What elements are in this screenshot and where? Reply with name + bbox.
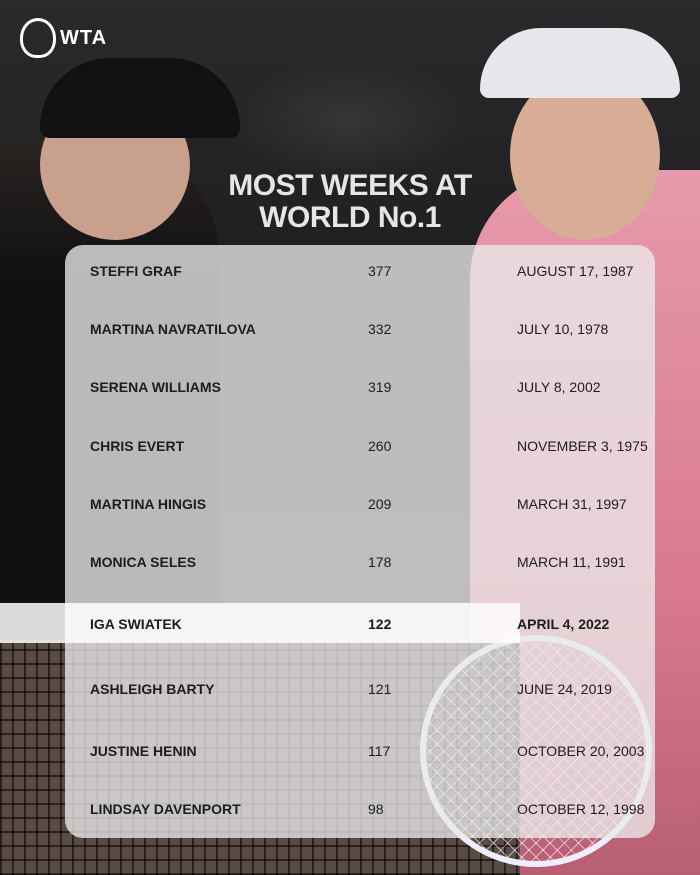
player-name: MARTINA NAVRATILOVA: [90, 321, 256, 337]
first-date: JULY 10, 1978: [517, 321, 609, 337]
table-row: STEFFI GRAF 377 AUGUST 17, 1987: [0, 263, 700, 283]
player-name: MONICA SELES: [90, 554, 197, 570]
weeks-count: 332: [368, 321, 392, 337]
first-date: OCTOBER 12, 1998: [517, 801, 645, 817]
weeks-count: 209: [368, 496, 392, 512]
weeks-count: 98: [368, 801, 384, 817]
player-name: SERENA WILLIAMS: [90, 379, 221, 395]
wta-logo: WTA: [20, 18, 107, 58]
table-row: IGA SWIATEK 122 APRIL 4, 2022: [0, 616, 700, 636]
first-date: AUGUST 17, 1987: [517, 263, 634, 279]
table-row: MARTINA HINGIS 209 MARCH 31, 1997: [0, 496, 700, 516]
first-date: JUNE 24, 2019: [517, 681, 612, 697]
title-line-1: MOST WEEKS AT: [228, 169, 472, 202]
table-row: LINDSAY DAVENPORT 98 OCTOBER 12, 1998: [0, 801, 700, 821]
player-right-head: [510, 70, 660, 240]
weeks-count: 122: [368, 616, 392, 632]
ranking-table-panel: [65, 245, 655, 838]
player-name: LINDSAY DAVENPORT: [90, 801, 241, 817]
weeks-count: 319: [368, 379, 392, 395]
table-row: SERENA WILLIAMS 319 JULY 8, 2002: [0, 379, 700, 399]
wta-logo-text: WTA: [60, 26, 108, 49]
table-row: JUSTINE HENIN 117 OCTOBER 20, 2003: [0, 743, 700, 763]
first-date: MARCH 31, 1997: [517, 496, 627, 512]
first-date: JULY 8, 2002: [517, 379, 601, 395]
player-name: JUSTINE HENIN: [90, 743, 197, 759]
highlighted-row-band: [0, 603, 520, 643]
weeks-count: 260: [368, 438, 392, 454]
table-row: MARTINA NAVRATILOVA 332 JULY 10, 1978: [0, 321, 700, 341]
player-name: ASHLEIGH BARTY: [90, 681, 215, 697]
title-line-2: WORLD No.1: [259, 201, 441, 234]
table-row: CHRIS EVERT 260 NOVEMBER 3, 1975: [0, 438, 700, 458]
player-name: MARTINA HINGIS: [90, 496, 207, 512]
wta-logo-icon: [20, 18, 56, 58]
table-row: ASHLEIGH BARTY 121 JUNE 24, 2019: [0, 681, 700, 701]
player-name: IGA SWIATEK: [90, 616, 182, 632]
table-row: MONICA SELES 178 MARCH 11, 1991: [0, 554, 700, 574]
first-date: NOVEMBER 3, 1975: [517, 438, 648, 454]
player-name: CHRIS EVERT: [90, 438, 185, 454]
first-date: APRIL 4, 2022: [517, 616, 610, 632]
first-date: OCTOBER 20, 2003: [517, 743, 645, 759]
player-right-cap: [480, 28, 680, 98]
player-name: STEFFI GRAF: [90, 263, 182, 279]
weeks-count: 117: [368, 743, 391, 759]
player-left-cap: [40, 58, 240, 138]
first-date: MARCH 11, 1991: [517, 554, 626, 570]
weeks-count: 178: [368, 554, 392, 570]
weeks-count: 377: [368, 263, 392, 279]
page-title: MOST WEEKS AT WORLD No.1: [0, 170, 700, 234]
weeks-count: 121: [368, 681, 392, 697]
